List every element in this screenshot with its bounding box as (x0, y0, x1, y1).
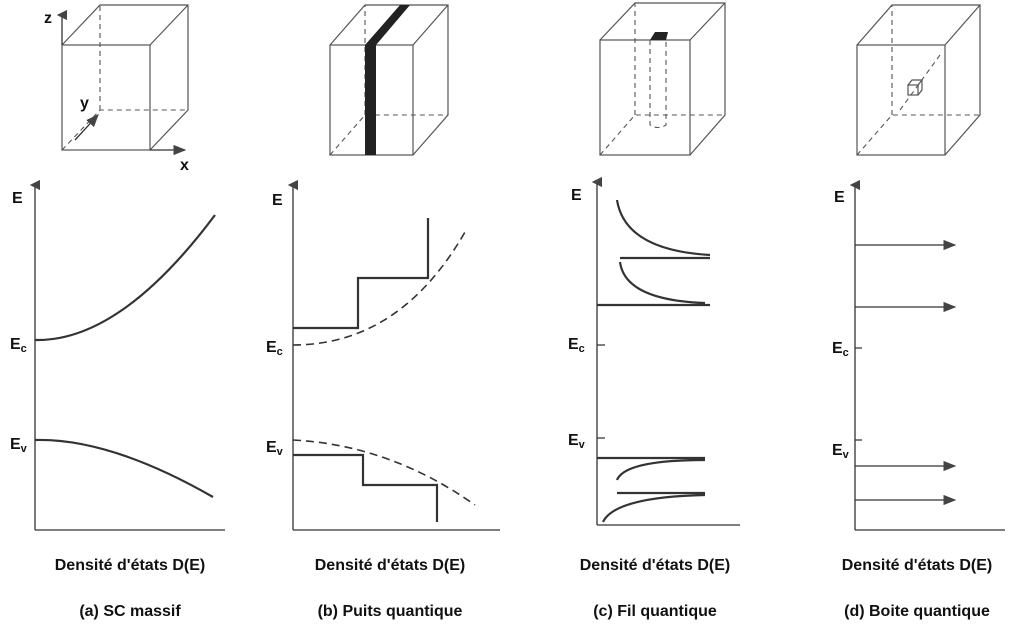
x-label: Densité d'états D(E) (842, 557, 993, 574)
label-base: E (10, 436, 21, 453)
cube-bulk (62, 5, 188, 150)
label-subscript: v (843, 449, 850, 461)
ec-label: Ec (568, 336, 585, 355)
cube-wire (600, 3, 725, 155)
caption: (d) Boite quantique (844, 603, 990, 620)
e-label: E (272, 192, 283, 209)
label-subscript: v (21, 443, 28, 455)
label-subscript: v (277, 446, 284, 458)
x-label: Densité d'états D(E) (315, 557, 466, 574)
conduction-dos (597, 200, 710, 305)
ec-label: Ec (10, 336, 27, 355)
label-base: E (10, 336, 21, 353)
label-base: E (568, 432, 579, 449)
figure: z y x EEcEvDensité d'états D(E)(a) SC ma… (0, 0, 1014, 631)
ev-label: Ev (832, 442, 850, 461)
ec-label: Ec (832, 340, 849, 359)
label-base: E (266, 339, 277, 356)
caption: (c) Fil quantique (593, 603, 717, 620)
x-label: Densité d'états D(E) (55, 557, 206, 574)
label-subscript: c (21, 343, 27, 355)
label-base: E (832, 340, 843, 357)
conduction-dos (293, 218, 428, 328)
ev-label: Ev (266, 439, 284, 458)
valence-dos (597, 458, 705, 522)
label-base: E (832, 442, 843, 459)
valence-dos (293, 455, 437, 522)
caption: (a) SC massif (79, 603, 181, 620)
e-label: E (12, 190, 23, 207)
x-label: Densité d'états D(E) (580, 557, 731, 574)
ev-label: Ev (10, 436, 28, 455)
discrete-levels (855, 245, 955, 500)
conduction-dos (35, 215, 215, 340)
label-subscript: c (843, 347, 849, 359)
valence-dos (35, 440, 213, 497)
label-base: E (568, 336, 579, 353)
cube-box (857, 5, 980, 155)
label-base: E (266, 439, 277, 456)
axis-y: y (80, 95, 89, 112)
axis-x: x (180, 157, 189, 174)
e-label: E (834, 189, 845, 206)
ec-label: Ec (266, 339, 283, 358)
e-label: E (571, 187, 582, 204)
cube-well (330, 5, 448, 155)
axis-z: z (44, 10, 52, 27)
caption: (b) Puits quantique (318, 603, 463, 620)
label-subscript: c (579, 343, 585, 355)
bulk-dos-ref (293, 440, 475, 505)
label-subscript: v (579, 439, 586, 451)
ticks (855, 348, 862, 440)
label-subscript: c (277, 346, 283, 358)
ticks (597, 345, 605, 438)
ev-label: Ev (568, 432, 586, 451)
